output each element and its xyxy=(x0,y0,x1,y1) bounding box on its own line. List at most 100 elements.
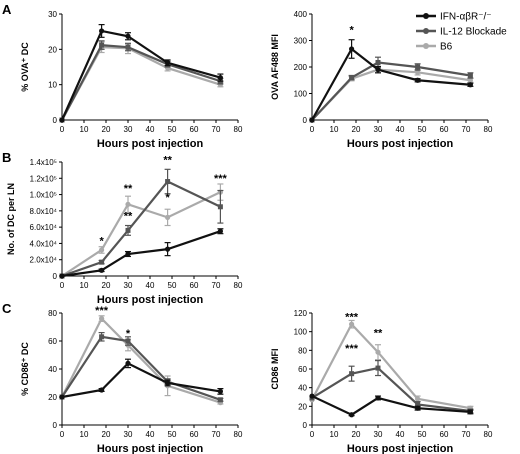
x-tick-label: 0 xyxy=(310,430,315,439)
data-point xyxy=(59,117,65,123)
data-point xyxy=(165,60,171,66)
x-tick-label: 0 xyxy=(310,125,315,134)
data-point xyxy=(125,227,131,233)
significance-annotation: * xyxy=(99,236,104,248)
data-point xyxy=(349,412,355,418)
significance-annotation: ** xyxy=(124,211,133,223)
data-point xyxy=(349,371,355,377)
x-tick-label: 40 xyxy=(146,281,155,290)
significance-annotation: *** xyxy=(345,343,359,355)
data-point xyxy=(125,360,131,366)
y-tick-label: 1.2x10⁵ xyxy=(30,174,57,183)
series-line-3 xyxy=(311,322,471,410)
x-tick-label: 0 xyxy=(60,125,65,134)
data-point xyxy=(415,396,421,402)
data-point xyxy=(125,201,131,207)
legend-label-il12: IL-12 Blockade xyxy=(440,27,507,38)
significance-annotation: ** xyxy=(163,154,172,166)
y-tick-label: 30 xyxy=(48,10,57,19)
x-tick-label: 50 xyxy=(168,125,177,134)
panel-label-b: B xyxy=(2,150,11,165)
x-axis-label: Hours post injection xyxy=(347,138,454,150)
y-tick-label: 0 xyxy=(303,116,308,125)
data-point xyxy=(415,405,421,411)
x-tick-label: 80 xyxy=(234,125,243,134)
data-point xyxy=(59,394,65,400)
panel-label-c: C xyxy=(2,301,12,316)
data-point xyxy=(217,397,223,403)
y-tick-label: 8.0x10⁴ xyxy=(30,207,58,216)
x-tick-label: 30 xyxy=(124,125,133,134)
x-tick-label: 70 xyxy=(462,430,471,439)
data-point xyxy=(99,247,105,253)
data-point xyxy=(165,380,171,386)
y-tick-label: 80 xyxy=(48,309,57,318)
data-point xyxy=(467,409,473,415)
y-tick-label: 6.0x10⁴ xyxy=(30,223,58,232)
series-line-3 xyxy=(61,191,221,277)
x-tick-label: 60 xyxy=(190,430,199,439)
chart-3: 0 10 20 30 40 50 60 70 80 0 2.0x10⁴ 4.0x10⁴ 6.0x10⁴ 8… xyxy=(6,154,243,306)
data-point xyxy=(165,214,171,220)
y-tick-label: 1.4x10⁵ xyxy=(30,158,57,167)
x-tick-label: 10 xyxy=(80,125,89,134)
data-point xyxy=(349,46,355,52)
legend-label-ifn: IFN-αβR⁻/⁻ xyxy=(440,12,492,23)
legend-marker-il12 xyxy=(423,28,429,34)
significance-annotation: *** xyxy=(95,305,109,317)
legend-marker-b6 xyxy=(423,43,429,49)
x-tick-label: 30 xyxy=(374,125,383,134)
x-tick-label: 60 xyxy=(190,281,199,290)
data-point xyxy=(415,77,421,83)
series-line-1 xyxy=(311,395,471,416)
x-tick-label: 40 xyxy=(146,125,155,134)
x-tick-label: 20 xyxy=(102,281,111,290)
x-tick-label: 70 xyxy=(462,125,471,134)
y-tick-label: 40 xyxy=(298,384,307,393)
y-tick-label: 0 xyxy=(53,272,58,281)
y-axis-label: % CD86⁺ DC xyxy=(20,342,30,396)
legend-entry-il12: IL-12 Blockade xyxy=(416,27,507,38)
significance-annotation: * xyxy=(349,25,354,37)
y-axis-label: No. of DC per LN xyxy=(6,183,16,255)
data-point xyxy=(99,334,105,340)
data-point xyxy=(415,64,421,70)
data-point xyxy=(349,321,355,327)
data-point xyxy=(309,117,315,123)
y-tick-label: 60 xyxy=(298,365,307,374)
x-tick-label: 50 xyxy=(168,281,177,290)
x-tick-label: 80 xyxy=(234,281,243,290)
data-point xyxy=(415,401,421,407)
x-axis-label: Hours post injection xyxy=(97,138,204,150)
x-tick-label: 80 xyxy=(484,125,493,134)
x-tick-label: 70 xyxy=(212,430,221,439)
data-point xyxy=(125,44,131,50)
data-point xyxy=(99,316,105,322)
x-tick-label: 30 xyxy=(374,430,383,439)
data-point xyxy=(165,246,171,252)
data-point xyxy=(375,395,381,401)
panel-label-a: A xyxy=(2,2,12,17)
series-line-1 xyxy=(61,230,221,278)
x-tick-label: 70 xyxy=(212,125,221,134)
x-tick-label: 60 xyxy=(440,125,449,134)
x-tick-label: 10 xyxy=(330,125,339,134)
x-tick-label: 0 xyxy=(60,281,65,290)
y-tick-label: 100 xyxy=(294,328,308,337)
data-point xyxy=(99,387,105,393)
significance-annotation: *** xyxy=(214,173,228,185)
data-point xyxy=(125,251,131,257)
y-tick-label: 400 xyxy=(294,10,308,19)
series-line-3 xyxy=(61,46,221,121)
data-point xyxy=(125,33,131,39)
x-tick-label: 20 xyxy=(102,430,111,439)
y-tick-label: 4.0x10⁴ xyxy=(30,239,58,248)
legend: IFN-αβR⁻/⁻ IL-12 Blockade B6 xyxy=(416,12,507,53)
chart-1: 0 10 20 30 40 50 60 70 80 0 10 20 30 Hours post injec… xyxy=(20,10,243,150)
data-point xyxy=(467,72,473,78)
data-point xyxy=(217,204,223,210)
data-point xyxy=(375,349,381,355)
x-tick-label: 30 xyxy=(124,430,133,439)
y-tick-label: 20 xyxy=(48,393,57,402)
